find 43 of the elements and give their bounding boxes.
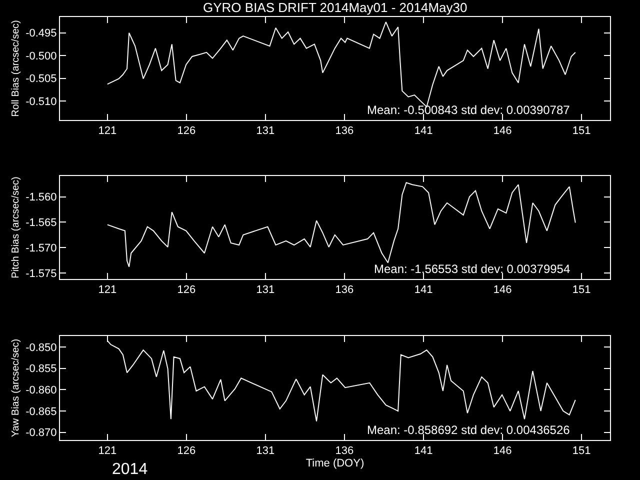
x-tick-label: 136 xyxy=(335,125,354,138)
x-tick-label: 136 xyxy=(335,445,354,458)
x-tick-label: 121 xyxy=(98,445,117,458)
y-tick-label: -0.505 xyxy=(26,73,57,86)
y-tick-label: -0.850 xyxy=(26,342,57,354)
y-axis-title: Yaw Bias (arcsec/sec) xyxy=(10,338,22,438)
x-tick-label: 131 xyxy=(256,284,275,296)
y-tick-label: -1.560 xyxy=(26,192,57,204)
annotation: Mean: -0.500843 std dev: 0.00390787 xyxy=(367,103,570,117)
y-tick-label: -0.500 xyxy=(26,50,57,62)
y-axis-title: Pitch Bias (arcsec/sec) xyxy=(10,176,22,278)
x-tick-label: 151 xyxy=(572,125,591,138)
x-tick-label: 131 xyxy=(256,125,275,138)
y-tick-label: -0.870 xyxy=(26,427,57,440)
x-tick-label: 121 xyxy=(98,125,117,138)
x-tick-label: 121 xyxy=(98,284,117,296)
y-tick-label: -1.575 xyxy=(26,268,57,280)
x-tick-label: 126 xyxy=(177,284,196,296)
x-tick-label: 141 xyxy=(414,445,433,458)
y-tick-label: -0.495 xyxy=(26,28,57,40)
x-tick-label: 126 xyxy=(177,125,196,138)
y-tick-label: -0.855 xyxy=(26,363,57,376)
x-tick-label: 146 xyxy=(493,125,512,138)
annotation: Mean: -0.858692 std dev: 0.00436526 xyxy=(367,423,570,437)
y-tick-label: -1.565 xyxy=(26,217,57,230)
chart-title: GYRO BIAS DRIFT 2014May01 - 2014May30 xyxy=(203,0,468,15)
x-tick-label: 136 xyxy=(335,284,354,296)
y-tick-label: -1.570 xyxy=(26,242,57,254)
x-tick-label: 126 xyxy=(177,445,196,458)
x-axis-title: Time (DOY) xyxy=(306,457,364,470)
x-tick-label: 146 xyxy=(493,445,512,458)
x-tick-label: 151 xyxy=(572,284,591,296)
y-tick-label: -0.865 xyxy=(26,406,57,418)
y-axis-title: Roll Bias (arcsec/sec) xyxy=(10,20,22,117)
x-tick-label: 146 xyxy=(493,284,512,296)
text: 2014 xyxy=(112,461,148,478)
x-tick-label: 131 xyxy=(256,445,275,458)
y-tick-label: -0.860 xyxy=(26,384,57,397)
annotation: Mean: -1.56553 std dev: 0.00379954 xyxy=(374,262,570,276)
y-tick-label: -0.510 xyxy=(26,96,57,108)
x-tick-label: 141 xyxy=(414,284,433,296)
x-tick-label: 141 xyxy=(414,125,433,138)
x-tick-label: 151 xyxy=(572,445,591,458)
